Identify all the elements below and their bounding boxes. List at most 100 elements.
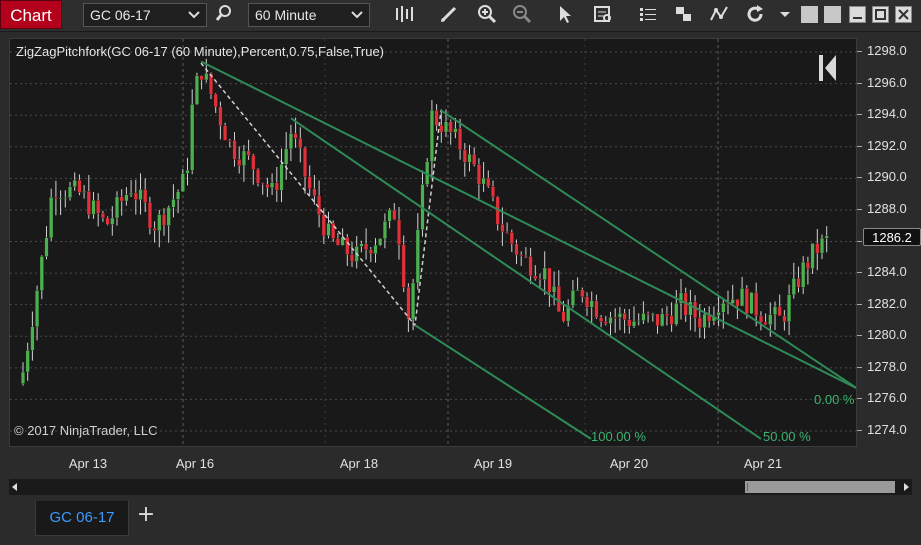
- price-label: 1274.0: [867, 422, 907, 437]
- candle-down: [274, 182, 279, 191]
- maximize-button[interactable]: [872, 6, 889, 23]
- candle-down: [744, 288, 749, 314]
- candle-down: [345, 237, 350, 255]
- candle-down: [368, 249, 373, 254]
- candle-up: [180, 173, 185, 192]
- scroll-thumb[interactable]: [745, 481, 895, 493]
- candle-down: [143, 189, 148, 203]
- candle-up: [575, 289, 580, 291]
- candle-down: [476, 164, 481, 185]
- chart-title: Chart: [0, 0, 62, 29]
- candle-up: [129, 192, 134, 195]
- price-label: 1288.0: [867, 200, 907, 216]
- zoom-in-icon[interactable]: [476, 4, 498, 26]
- price-tick: [857, 114, 862, 116]
- candle-down: [256, 169, 260, 184]
- candle-down: [335, 238, 340, 246]
- candle-down: [796, 278, 801, 288]
- candle-up: [641, 313, 646, 321]
- layers-icon[interactable]: [673, 4, 695, 26]
- candle-down: [458, 128, 463, 151]
- refresh-icon[interactable]: [745, 4, 767, 26]
- candle-up: [552, 286, 557, 293]
- price-label: 1282.0: [867, 295, 907, 311]
- candle-down: [237, 159, 242, 166]
- toolbar: Chart GC 06-17 60 Minute: [0, 0, 921, 32]
- interval-selector[interactable]: 60 Minute: [248, 3, 370, 27]
- candle-down: [321, 214, 326, 236]
- candle-down: [119, 196, 124, 202]
- horizontal-scrollbar[interactable]: [9, 479, 912, 495]
- bars-icon[interactable]: [393, 4, 415, 26]
- candle-down: [697, 317, 702, 329]
- price-tick: [857, 272, 862, 274]
- candle-up: [810, 243, 815, 269]
- dropdown-icon[interactable]: [774, 4, 796, 26]
- candle-down: [406, 287, 411, 320]
- pencil-icon[interactable]: [438, 4, 460, 26]
- candle-down: [303, 147, 307, 177]
- candle-down: [401, 244, 406, 288]
- price-label: 1292.0: [867, 137, 907, 153]
- candle-down: [152, 227, 157, 231]
- pointer-icon[interactable]: [554, 4, 576, 26]
- candle-down: [693, 301, 698, 319]
- candle-up: [39, 256, 44, 291]
- candle-up: [411, 282, 416, 320]
- candle-up: [110, 217, 115, 225]
- data-box-icon[interactable]: [592, 4, 614, 26]
- price-label: 1296.0: [867, 74, 907, 90]
- tab-gc-06-17[interactable]: GC 06-17: [35, 499, 129, 536]
- search-icon[interactable]: [213, 4, 235, 26]
- price-label: 1276.0: [867, 390, 907, 406]
- candle-up: [204, 73, 209, 81]
- candle-down: [758, 315, 763, 323]
- candle-up: [82, 191, 87, 193]
- price-chart[interactable]: 0.00 % 100.00 % 50.00 %: [10, 39, 857, 447]
- candle-down: [232, 140, 237, 160]
- candle-down: [331, 223, 336, 239]
- candle-down: [307, 176, 312, 189]
- close-button[interactable]: [895, 6, 912, 23]
- minimize-button[interactable]: [849, 6, 866, 23]
- strategy-icon[interactable]: [708, 4, 730, 26]
- candle-down: [298, 138, 303, 149]
- date-label: Apr 19: [473, 456, 513, 471]
- instrument-selector[interactable]: GC 06-17: [83, 3, 207, 27]
- candle-up: [429, 110, 434, 162]
- candle-up: [373, 244, 378, 254]
- candle-down: [147, 202, 152, 229]
- price-tick: [857, 145, 862, 147]
- interval-value: 60 Minute: [255, 7, 317, 23]
- candle-down: [561, 311, 566, 322]
- time-axis[interactable]: Apr 13 Apr 16 Apr 18 Apr 19 Apr 20 Apr 21: [9, 447, 857, 477]
- tab-bar: [0, 496, 921, 545]
- price-tick: [857, 208, 862, 210]
- candle-down: [213, 94, 218, 107]
- scroll-right-icon[interactable]: [900, 479, 912, 495]
- price-label: 1280.0: [867, 327, 907, 343]
- date-label: Apr 18: [339, 456, 379, 471]
- candle-down: [533, 275, 538, 280]
- candle-down: [77, 179, 82, 193]
- candle-down: [735, 299, 740, 307]
- candle-down: [439, 125, 444, 133]
- candle-down: [223, 125, 228, 141]
- chart-panel[interactable]: 0.00 % 100.00 % 50.00 % ZigZagPitchfork(GC…: [9, 38, 857, 447]
- window-color-1[interactable]: [801, 6, 818, 23]
- candle-down: [462, 149, 467, 163]
- candle-up: [415, 229, 420, 284]
- add-tab-button[interactable]: +: [136, 502, 156, 527]
- price-axis[interactable]: 1298.0 1296.0 1294.0 1292.0 1290.0 1288.0 1286…: [857, 38, 921, 447]
- candle-up: [801, 261, 806, 288]
- candle-down: [805, 261, 810, 269]
- jump-to-start-icon[interactable]: [816, 53, 838, 83]
- scroll-left-icon[interactable]: [9, 479, 21, 495]
- candle-up: [617, 313, 622, 318]
- candle-down: [350, 254, 354, 262]
- properties-icon[interactable]: [637, 4, 659, 26]
- window-color-2[interactable]: [824, 6, 841, 23]
- candle-up: [820, 237, 824, 254]
- price-tick: [857, 51, 862, 53]
- zoom-out-icon[interactable]: [511, 4, 533, 26]
